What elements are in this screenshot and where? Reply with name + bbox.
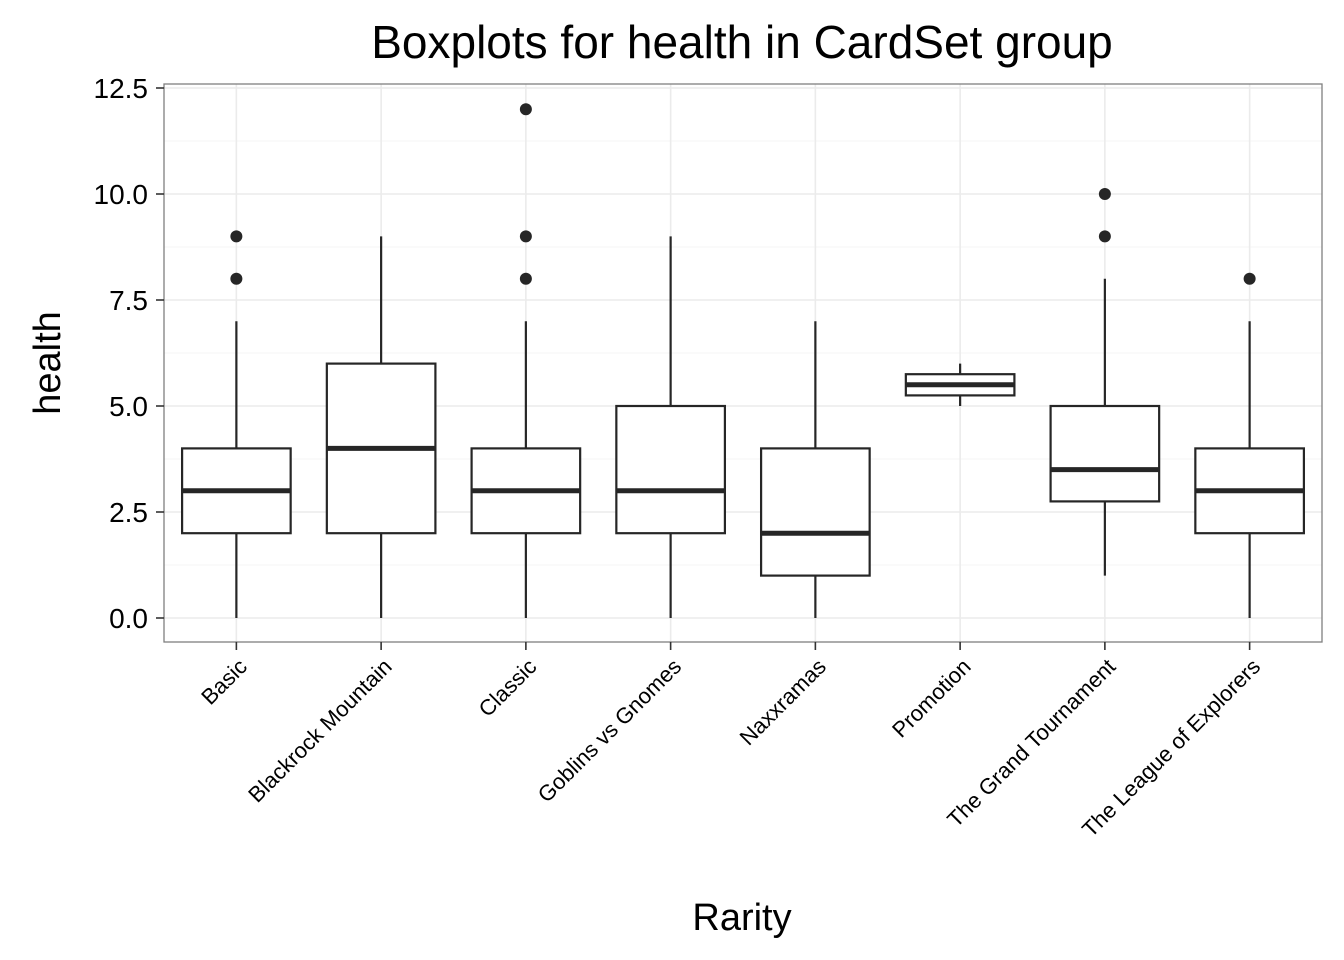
outlier-point: [1243, 272, 1256, 285]
box-basic: [180, 230, 292, 618]
x-tick-label: Blackrock Mountain: [243, 654, 396, 807]
outlier-point: [1098, 230, 1111, 243]
y-tick-label: 10.0: [94, 179, 149, 210]
y-tick-label: 7.5: [109, 285, 148, 316]
x-tick-label: Promotion: [887, 654, 976, 743]
x-tick-label: The Grand Tournament: [942, 654, 1120, 832]
x-tick-label: Goblins vs Gnomes: [533, 654, 686, 807]
y-tick-label: 2.5: [109, 497, 148, 528]
outlier-point: [519, 272, 532, 285]
box-naxxramas: [759, 321, 871, 618]
x-tick-label: Basic: [196, 654, 252, 710]
outlier-point: [519, 230, 532, 243]
y-tick-label: 5.0: [109, 391, 148, 422]
outlier-point: [230, 272, 243, 285]
box-the-grand-tournament: [1049, 188, 1161, 576]
y-tick-label: 0.0: [109, 603, 148, 634]
box-promotion: [904, 363, 1016, 406]
y-axis-title: health: [27, 311, 69, 415]
x-tick-label: Classic: [474, 654, 542, 722]
x-tick-label: Naxxramas: [735, 654, 831, 750]
y-axis: 0.0 2.5 5.0 7.5 10.0 12.5: [94, 73, 164, 634]
box-classic: [470, 103, 582, 618]
outlier-point: [230, 230, 243, 243]
box-iqr: [615, 404, 727, 535]
outlier-point: [1098, 188, 1111, 200]
outlier-point: [519, 103, 532, 116]
panel-border: [163, 83, 1323, 643]
box-iqr: [1049, 404, 1161, 503]
box-the-league-of-explorers: [1194, 272, 1306, 618]
box-goblins-vs-gnomes: [615, 236, 727, 618]
box-blackrock-mountain: [325, 236, 437, 618]
x-axis-title: Rarity: [692, 897, 791, 939]
box-iqr: [759, 447, 871, 577]
chart-title: Boxplots for health in CardSet group: [371, 16, 1113, 68]
boxes: [180, 103, 1306, 618]
y-tick-label: 12.5: [94, 73, 149, 104]
